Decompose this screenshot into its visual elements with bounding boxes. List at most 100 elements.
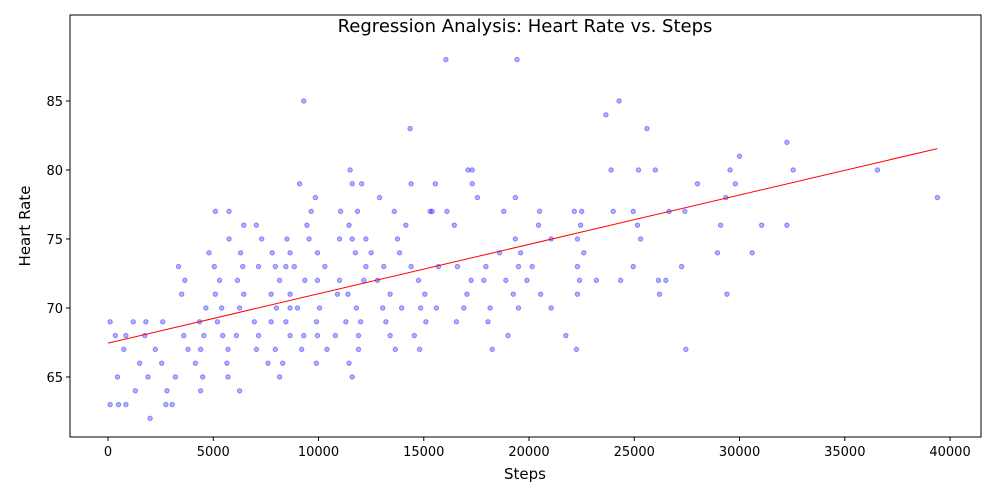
data-point — [172, 374, 179, 380]
data-point — [276, 374, 283, 380]
data-point — [241, 291, 247, 297]
data-point — [136, 360, 143, 366]
data-point — [485, 319, 491, 325]
data-point — [429, 208, 435, 215]
data-point — [316, 305, 323, 311]
data-point — [107, 401, 113, 408]
data-point — [349, 374, 355, 380]
data-point — [934, 194, 941, 201]
points-layer — [107, 56, 941, 422]
data-point — [361, 277, 367, 284]
data-point — [398, 305, 405, 311]
x-axis: 0 5000 10000 15000 20000 25000 30000 35000 40000 — [104, 437, 971, 460]
data-point — [617, 277, 624, 284]
data-point — [683, 346, 689, 353]
data-point — [652, 167, 659, 173]
data-point — [610, 208, 616, 215]
data-point — [630, 208, 636, 215]
data-point — [225, 346, 231, 353]
data-point — [581, 250, 587, 256]
data-point — [535, 222, 542, 228]
data-point — [464, 291, 470, 297]
data-point — [291, 263, 298, 270]
data-point — [380, 305, 386, 311]
data-point — [253, 346, 260, 353]
data-point — [287, 291, 293, 297]
data-point — [630, 263, 636, 270]
data-point — [343, 319, 349, 325]
data-point — [301, 98, 307, 104]
data-point — [432, 181, 439, 187]
data-point — [197, 388, 204, 394]
data-point — [123, 401, 129, 408]
data-point — [181, 332, 187, 339]
x-tick-label: 25000 — [614, 445, 655, 460]
data-point — [417, 305, 424, 311]
data-point — [353, 305, 360, 311]
data-point — [433, 305, 440, 311]
data-point — [537, 291, 544, 297]
data-point — [655, 277, 662, 284]
data-point — [451, 222, 457, 228]
data-point — [212, 291, 219, 297]
data-point — [411, 332, 417, 339]
data-point — [608, 167, 614, 173]
data-point — [637, 236, 644, 242]
data-point — [368, 250, 374, 256]
data-point — [115, 401, 122, 408]
y-tick-label: 65 — [46, 371, 63, 386]
data-point — [505, 332, 511, 339]
data-point — [237, 250, 244, 256]
data-point — [465, 167, 471, 173]
data-point — [453, 319, 460, 325]
data-point — [324, 346, 330, 353]
data-point — [363, 236, 369, 242]
data-point — [236, 388, 243, 394]
data-point — [514, 56, 520, 63]
data-point — [234, 277, 241, 284]
data-point — [790, 167, 796, 173]
data-point — [347, 167, 353, 173]
data-point — [573, 346, 580, 353]
data-point — [182, 277, 188, 284]
data-point — [416, 346, 423, 353]
data-point — [392, 346, 399, 353]
data-point — [443, 56, 449, 63]
data-point — [407, 125, 413, 132]
data-point — [337, 208, 344, 215]
data-point — [724, 291, 730, 297]
data-point — [236, 305, 243, 311]
data-point — [334, 291, 341, 297]
data-point — [226, 208, 232, 215]
data-point — [355, 346, 362, 353]
data-point — [415, 277, 422, 284]
data-point — [130, 319, 136, 325]
data-point — [394, 236, 401, 242]
data-point — [220, 332, 226, 339]
data-point — [346, 222, 352, 228]
data-point — [574, 236, 581, 242]
data-point — [349, 181, 355, 187]
data-point — [284, 236, 290, 242]
data-point — [501, 208, 507, 215]
data-point — [408, 263, 414, 270]
data-point — [383, 319, 389, 325]
data-point — [717, 222, 724, 228]
data-point — [304, 222, 310, 228]
data-point — [114, 374, 121, 380]
data-point — [345, 291, 351, 297]
data-point — [192, 360, 199, 366]
data-point — [287, 250, 293, 256]
x-tick-label: 5000 — [197, 445, 230, 460]
data-point — [474, 194, 481, 201]
data-point — [634, 222, 641, 228]
data-point — [578, 208, 585, 215]
data-point — [571, 208, 577, 215]
data-point — [218, 305, 225, 311]
data-point — [298, 346, 305, 353]
data-point — [454, 263, 461, 270]
data-point — [355, 332, 362, 339]
y-tick-label: 80 — [46, 164, 63, 179]
data-point — [576, 277, 583, 284]
data-point — [682, 208, 688, 215]
